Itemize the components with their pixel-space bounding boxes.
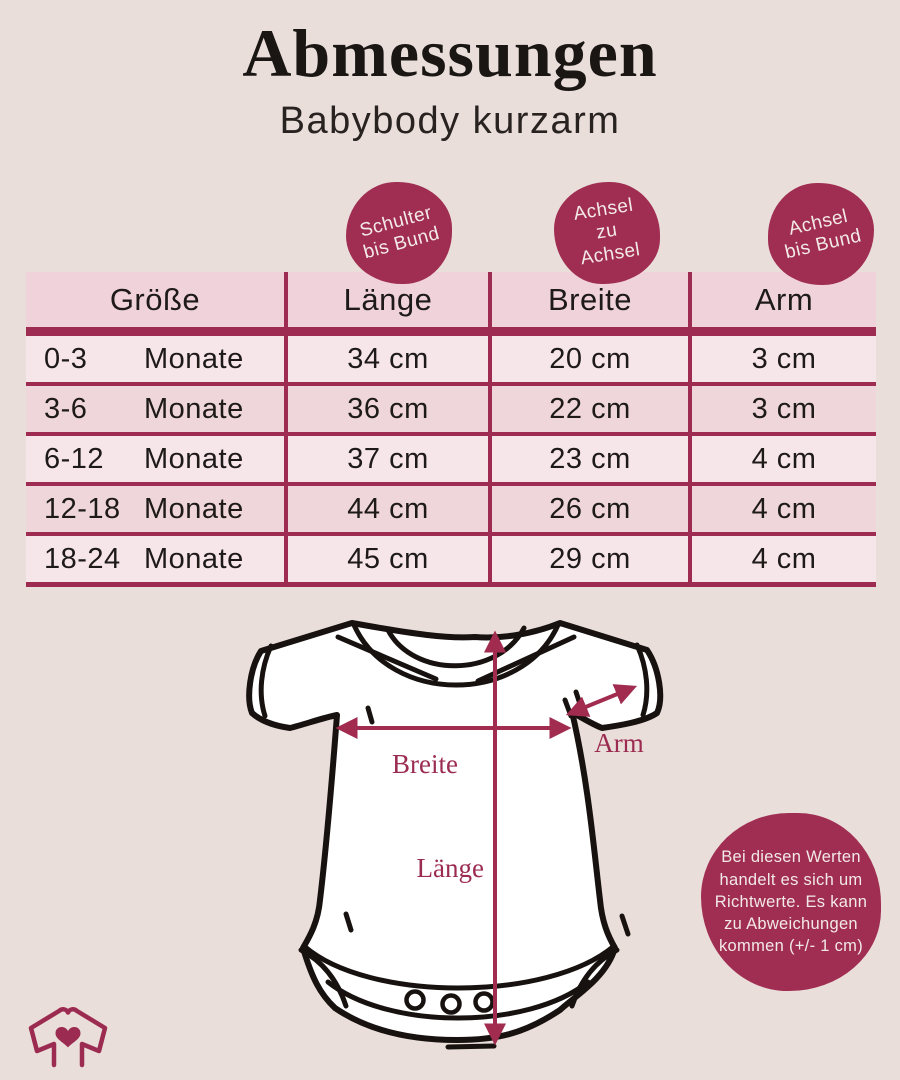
- badge-achsel-zu-achsel: Achsel zu Achsel: [554, 182, 660, 284]
- header-arm: Arm: [688, 272, 876, 327]
- badge-achsel-zu-achsel-label: Achsel zu Achsel: [572, 195, 642, 270]
- table-row: 12-18 Monate 44 cm 26 cm 4 cm: [26, 482, 876, 532]
- header-breite: Breite: [488, 272, 688, 327]
- size-range: 12-18: [44, 492, 121, 525]
- table-row: 3-6 Monate 36 cm 22 cm 3 cm: [26, 382, 876, 432]
- badge-schulter-bis-bund: Schulter bis Bund: [346, 182, 452, 284]
- cell-size: 18-24 Monate: [26, 536, 284, 582]
- cell-laenge: 44 cm: [284, 486, 488, 532]
- cell-arm: 4 cm: [688, 536, 876, 582]
- page-title: Abmessungen: [242, 15, 658, 91]
- cell-breite: 26 cm: [488, 486, 688, 532]
- arm-arrow: [565, 684, 638, 717]
- table-header-row: Größe Länge Breite Arm: [26, 272, 876, 332]
- page-subtitle: Babybody kurzarm: [279, 100, 621, 142]
- cell-size: 6-12 Monate: [26, 436, 284, 482]
- bodysuit-diagram: Breite Länge Arm: [246, 620, 664, 1050]
- measurement-arrows: Breite Länge Arm: [335, 630, 644, 1046]
- cell-size: 0-3 Monate: [26, 336, 284, 382]
- cell-breite: 20 cm: [488, 336, 688, 382]
- size-table: Größe Länge Breite Arm 0-3 Monate 34 cm …: [26, 272, 876, 587]
- size-unit: Monate: [144, 542, 244, 575]
- cell-breite: 29 cm: [488, 536, 688, 582]
- size-unit: Monate: [144, 342, 244, 375]
- cell-arm: 3 cm: [688, 386, 876, 432]
- badge-achsel-bis-bund: Achsel bis Bund: [768, 183, 874, 285]
- breite-label: Breite: [392, 749, 458, 779]
- badge-achsel-bis-bund-label: Achsel bis Bund: [783, 205, 864, 264]
- table-row: 18-24 Monate 45 cm 29 cm 4 cm: [26, 532, 876, 582]
- header-groesse: Größe: [109, 281, 201, 317]
- cell-laenge: 37 cm: [284, 436, 488, 482]
- header-laenge: Länge: [284, 272, 488, 327]
- size-range: 0-3: [44, 342, 88, 375]
- cell-size: 3-6 Monate: [26, 386, 284, 432]
- cell-breite: 22 cm: [488, 386, 688, 432]
- disclaimer-text: Bei diesen Werten handelt es sich um Ric…: [714, 848, 868, 956]
- snap-buttons: [404, 989, 495, 1015]
- cell-breite: 23 cm: [488, 436, 688, 482]
- size-range: 18-24: [44, 542, 121, 575]
- size-unit: Monate: [144, 392, 244, 425]
- laenge-label: Länge: [417, 853, 484, 883]
- cell-arm: 3 cm: [688, 336, 876, 382]
- cell-arm: 4 cm: [688, 436, 876, 482]
- size-range: 6-12: [44, 442, 105, 475]
- cell-arm: 4 cm: [688, 486, 876, 532]
- cell-laenge: 36 cm: [284, 386, 488, 432]
- cell-laenge: 34 cm: [284, 336, 488, 382]
- size-range: 3-6: [44, 392, 88, 425]
- arm-label: Arm: [594, 728, 644, 758]
- cell-size: 12-18 Monate: [26, 486, 284, 532]
- table-row: 0-3 Monate 34 cm 20 cm 3 cm: [26, 332, 876, 382]
- badge-schulter-bis-bund-label: Schulter bis Bund: [357, 201, 443, 264]
- size-unit: Monate: [144, 492, 244, 525]
- tshirt-heart-icon: [28, 1007, 108, 1068]
- size-unit: Monate: [144, 442, 244, 475]
- disclaimer-bubble: Bei diesen Werten handelt es sich um Ric…: [701, 813, 881, 991]
- cell-laenge: 45 cm: [284, 536, 488, 582]
- table-row: 6-12 Monate 37 cm 23 cm 4 cm: [26, 432, 876, 482]
